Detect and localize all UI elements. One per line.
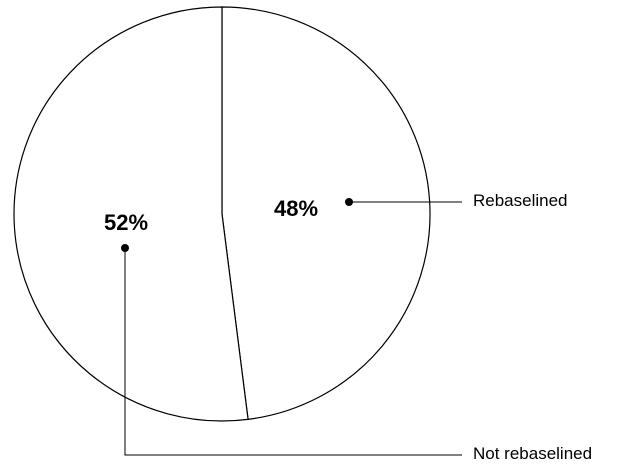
pie-slice-not-rebaselined (13, 6, 249, 422)
slice-value-label-rebaselined: 48% (274, 196, 318, 221)
slice-value-label-not-rebaselined: 52% (104, 210, 148, 235)
callout-label-rebaselined: Rebaselined (473, 191, 568, 210)
callout-label-not-rebaselined: Not rebaselined (473, 444, 592, 463)
callout-line-not-rebaselined (124, 248, 462, 456)
pie-slices (13, 6, 431, 422)
pie-slice-rebaselined (221, 6, 431, 421)
